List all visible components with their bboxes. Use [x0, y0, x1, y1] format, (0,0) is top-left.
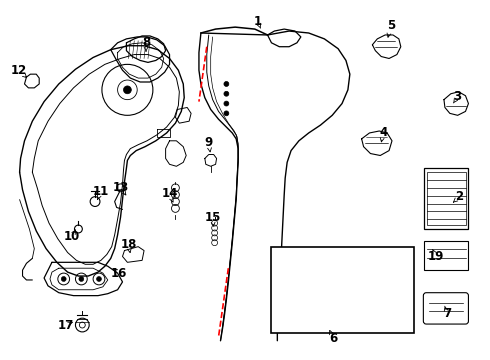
Bar	[424, 168, 468, 229]
Circle shape	[224, 101, 229, 106]
Text: 11: 11	[93, 185, 109, 198]
Circle shape	[224, 81, 229, 86]
Text: 17: 17	[57, 319, 74, 332]
Circle shape	[61, 276, 66, 282]
Bar	[427, 172, 465, 225]
Text: 3: 3	[454, 90, 462, 103]
Text: 10: 10	[63, 230, 80, 243]
Text: 1: 1	[254, 15, 262, 28]
Text: 13: 13	[112, 181, 129, 194]
Circle shape	[97, 276, 101, 282]
Text: 4: 4	[379, 126, 387, 139]
Bar	[271, 247, 414, 333]
Text: 2: 2	[456, 190, 464, 203]
Text: 19: 19	[428, 250, 444, 263]
Circle shape	[224, 91, 229, 96]
Text: 14: 14	[161, 187, 178, 200]
Text: 6: 6	[329, 332, 337, 345]
Text: 9: 9	[205, 136, 213, 149]
Text: 18: 18	[120, 238, 137, 251]
Text: 12: 12	[10, 64, 27, 77]
Circle shape	[224, 111, 229, 116]
Bar	[424, 241, 468, 270]
Circle shape	[79, 276, 84, 282]
Text: 8: 8	[142, 36, 150, 49]
Text: 16: 16	[110, 267, 127, 280]
Text: 15: 15	[204, 211, 221, 224]
Circle shape	[123, 86, 131, 94]
Text: 7: 7	[443, 307, 451, 320]
Text: 5: 5	[387, 19, 395, 32]
